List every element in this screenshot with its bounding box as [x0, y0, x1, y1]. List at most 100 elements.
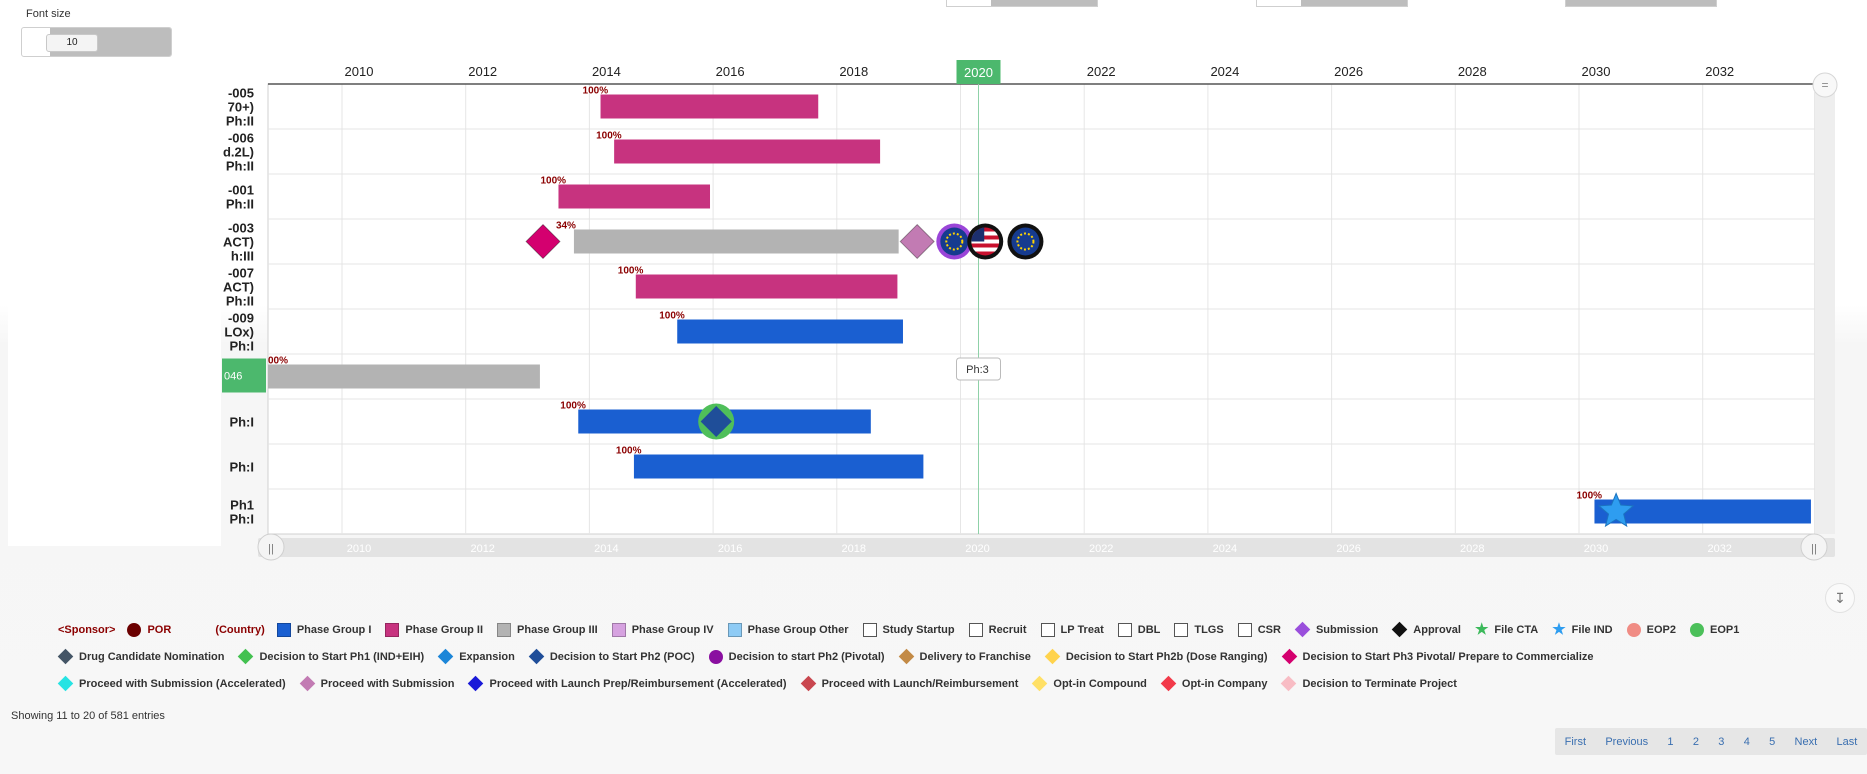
legend-item[interactable]: ★ File CTA [1474, 620, 1538, 638]
legend-item[interactable]: Decision to Start Ph1 (IND+EIH) [238, 648, 424, 665]
legend-item[interactable]: Proceed with Launch/Reimbursement [800, 675, 1018, 692]
legend-item[interactable]: Opt-in Company [1160, 675, 1267, 692]
row-label: Ph:I [229, 415, 254, 430]
legend-item[interactable]: Drug Candidate Nomination [57, 648, 224, 665]
navigator-year-label: 2012 [470, 543, 494, 555]
legend-item[interactable]: TLGS [1174, 622, 1224, 637]
navigator-left-grip: || [268, 543, 274, 555]
legend-label: EOP2 [1646, 623, 1676, 636]
diamond-icon [800, 675, 816, 692]
top-slider-3[interactable] [1565, 0, 1717, 7]
legend-item[interactable]: <Sponsor> [58, 624, 115, 636]
legend-item[interactable]: Phase Group Other [727, 622, 849, 637]
legend-item[interactable]: Decision to Start Ph2 (POC) [528, 648, 695, 665]
legend-label: Submission [1315, 623, 1379, 636]
download-button[interactable]: ↧ [1825, 583, 1855, 613]
font-size-label: Font size [26, 8, 71, 20]
row-tag [222, 358, 266, 393]
legend-item[interactable]: Decision to Terminate Project [1281, 675, 1457, 692]
legend-item[interactable]: Decision to Start Ph3 Pivotal/ Prepare t… [1281, 648, 1594, 665]
font-size-slider[interactable]: 10 [21, 27, 172, 57]
diamond-icon [1281, 648, 1297, 665]
diamond-icon [238, 648, 254, 665]
checkbox-icon [1040, 622, 1055, 637]
page-link-1[interactable]: 1 [1667, 735, 1674, 748]
row-label: Ph:I [229, 339, 254, 354]
legend-item[interactable]: Recruit [968, 622, 1027, 637]
legend-item[interactable]: Opt-in Compound [1032, 675, 1147, 692]
legend-item[interactable]: Submission [1294, 621, 1379, 638]
diamond-icon [1281, 675, 1297, 692]
legend-item[interactable]: Proceed with Submission (Accelerated) [57, 675, 286, 692]
completion-label: 100% [1576, 491, 1602, 502]
legend-item[interactable]: Phase Group I [276, 622, 371, 637]
legend-item[interactable]: EOP2 [1626, 622, 1676, 637]
page-link-3[interactable]: 3 [1718, 735, 1725, 748]
navigator-year-label: 2022 [1089, 543, 1113, 555]
left-label-panel [8, 72, 221, 546]
legend-item[interactable]: Phase Group III [497, 622, 598, 637]
diamond-icon [1044, 648, 1061, 665]
legend-swatch [611, 622, 626, 637]
completion-label: 100% [560, 401, 586, 412]
page-link-4[interactable]: 4 [1743, 735, 1750, 748]
phase-bar [633, 454, 924, 479]
top-slider-1[interactable] [946, 0, 1098, 7]
legend-item[interactable]: EOP1 [1689, 622, 1740, 637]
year-tick-label: 2030 [1582, 64, 1611, 79]
diamond-icon [528, 648, 545, 665]
legend-label: LP Treat [1060, 623, 1104, 636]
legend-label: <Sponsor> [58, 623, 116, 636]
legend-item[interactable]: LP Treat [1040, 622, 1104, 637]
legend-item[interactable]: Decision to start Ph2 (Pivotal) [708, 649, 885, 664]
legend-item[interactable]: DBL [1117, 622, 1160, 637]
page-link-next[interactable]: Next [1794, 735, 1818, 748]
diamond-icon [1392, 621, 1408, 638]
completion-label: 100% [616, 446, 642, 457]
diamond-icon [57, 675, 74, 692]
legend-item[interactable]: CSR [1237, 622, 1281, 637]
page-link-previous[interactable]: Previous [1605, 735, 1649, 748]
year-tick-label: 2014 [592, 64, 621, 79]
tooltip-text: Ph:3 [966, 364, 989, 376]
legend-item[interactable]: ★ File IND [1552, 622, 1612, 637]
diamond-icon [299, 675, 315, 692]
navigator-year-label: 2020 [965, 543, 989, 555]
top-slider-2[interactable] [1256, 0, 1408, 7]
legend-item[interactable]: Phase Group II [385, 622, 484, 637]
flag-stripe [971, 235, 1000, 240]
completion-label: 100% [540, 176, 566, 187]
flag-stripe [971, 231, 1000, 236]
legend-swatch [497, 622, 512, 637]
legend-item[interactable]: (Country) [215, 624, 265, 636]
current-year-badge [956, 60, 1001, 84]
legend-item[interactable]: Phase Group IV [611, 622, 714, 637]
font-size-value[interactable]: 10 [46, 34, 98, 52]
legend-item[interactable]: Proceed with Launch Prep/Reimbursement (… [468, 675, 787, 692]
legend-label: Proceed with Submission [320, 677, 455, 690]
page-link-last[interactable]: Last [1836, 735, 1858, 748]
legend-item[interactable]: POR [127, 622, 171, 637]
star-icon: ★ [1474, 620, 1489, 638]
legend-item[interactable]: Delivery to Franchise [898, 648, 1031, 665]
page-link-5[interactable]: 5 [1769, 735, 1776, 748]
year-tick-label: 2012 [468, 64, 497, 79]
legend-row: Drug Candidate Nomination Decision to Sta… [57, 643, 1838, 670]
legend-label: EOP1 [1709, 623, 1740, 636]
legend-item[interactable]: Proceed with Submission [299, 675, 455, 692]
navigator-track [258, 538, 1835, 557]
phase-bar [558, 184, 711, 209]
legend-item[interactable]: Decision to Start Ph2b (Dose Ranging) [1044, 648, 1268, 665]
legend-item[interactable]: Expansion [437, 648, 515, 665]
navigator-year-label: 2030 [1584, 543, 1608, 555]
row-label: h:III [231, 249, 254, 264]
page-link-first[interactable]: First [1564, 735, 1587, 748]
legend-item[interactable]: Study Startup [862, 622, 955, 637]
tooltip-box [956, 357, 1001, 381]
pagination: First Previous 1 2 3 4 5 Next Last [1555, 728, 1867, 755]
legend-swatch [276, 622, 291, 637]
legend-item[interactable]: Approval [1392, 621, 1461, 638]
page-link-2[interactable]: 2 [1692, 735, 1699, 748]
legend-label: Phase Group II [405, 623, 484, 636]
legend-label: Proceed with Submission (Accelerated) [79, 677, 286, 690]
